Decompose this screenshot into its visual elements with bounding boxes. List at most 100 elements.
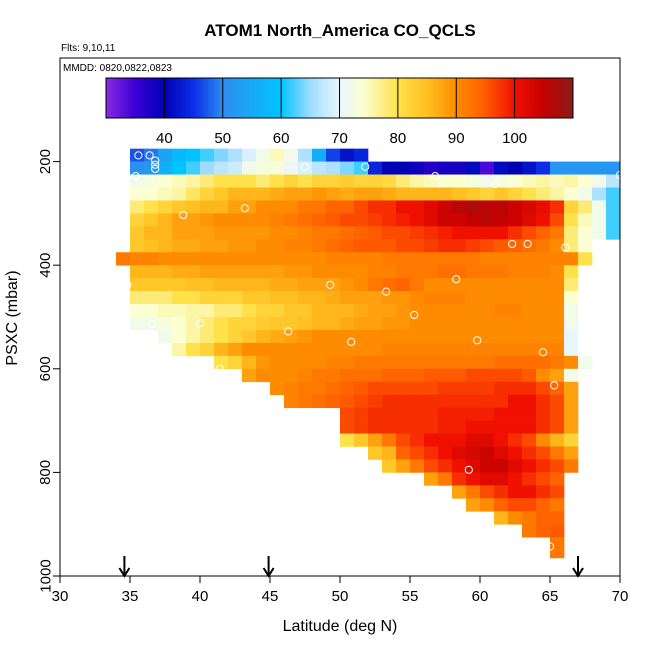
colorbar-segment xyxy=(429,78,434,118)
heatmap-cell-r1-c14 xyxy=(326,161,341,175)
colorbar-segment xyxy=(567,78,571,118)
heatmap-cell-r11-c24 xyxy=(466,291,481,305)
heatmap-cell-r27-c4 xyxy=(522,498,537,512)
heatmap-cell-r4-c25 xyxy=(480,200,495,214)
heatmap-cell-r2-c33 xyxy=(592,174,607,188)
heatmap-cell-r15-c20 xyxy=(452,342,467,357)
colorbar-segment xyxy=(494,78,498,118)
heatmap-cell-r7-c32 xyxy=(578,239,593,253)
heatmap-cell-r14-c5 xyxy=(228,329,243,344)
heatmap-cell-r2-c7 xyxy=(228,174,243,188)
colorbar-segment xyxy=(164,78,168,118)
heatmap-cell-r1-c10 xyxy=(270,161,285,175)
sample-point-19 xyxy=(382,287,391,296)
heatmap-cell-r1-c33 xyxy=(592,161,607,175)
colorbar-segment xyxy=(380,78,384,118)
sample-point-26 xyxy=(538,348,548,357)
heatmap-cell-r6-c4 xyxy=(186,226,201,240)
heatmap-cell-r2-c8 xyxy=(242,174,257,188)
flights-note: Flts: 9,10,11 xyxy=(61,43,116,54)
colorbar-segment xyxy=(403,78,408,118)
heatmap-cell-r6-c18 xyxy=(382,226,397,240)
heatmap-cell-r12-c25 xyxy=(480,304,495,318)
heatmap-cell-r0-c13 xyxy=(312,148,327,162)
heatmap-cell-r8-c19 xyxy=(382,252,397,266)
heatmap-cell-r9-c27 xyxy=(508,265,523,279)
heatmap-cell-r16-c17 xyxy=(452,355,467,370)
heatmap-cell-r0-c10 xyxy=(270,148,285,162)
heatmap-cell-r0-c14 xyxy=(326,148,341,162)
sample-point-13 xyxy=(508,239,517,249)
x-axis-label: Latitude (deg N) xyxy=(283,618,398,635)
heatmap-cell-r8-c22 xyxy=(424,252,439,266)
heatmap-cell-r0-c8 xyxy=(242,148,257,162)
heatmap-cell-r10-c25 xyxy=(480,278,495,292)
heatmap-cell-r8-c32 xyxy=(564,252,579,266)
colorbar-segment xyxy=(129,78,133,118)
heatmap-cell-r10-c24 xyxy=(466,278,481,292)
heatmap-cell-r20-c15 xyxy=(550,407,565,421)
heatmap-cell-r12-c17 xyxy=(368,304,383,318)
heatmap-cell-r0-c15 xyxy=(340,148,355,162)
colorbar-segment xyxy=(330,78,335,118)
sample-point-5 xyxy=(131,172,140,181)
heatmap-cell-r4-c14 xyxy=(326,200,341,214)
heatmap-cell-r4-c27 xyxy=(508,200,523,214)
heatmap-cell-r6-c9 xyxy=(256,226,271,240)
heatmap-cell-r22-c15 xyxy=(550,433,565,447)
colorbar-segment xyxy=(500,78,504,118)
colorbar-segment xyxy=(170,78,174,118)
heatmap-cell-r5-c32 xyxy=(578,213,593,227)
x-tick-label-5: 55 xyxy=(402,588,419,605)
heatmap-cell-r20-c0 xyxy=(340,407,355,421)
heatmap-cell-r10-c16 xyxy=(354,278,369,292)
heatmap-cell-r4-c2 xyxy=(158,200,173,214)
heatmap-cell-r20-c9 xyxy=(466,407,481,421)
colorbar-segment xyxy=(432,78,437,118)
heatmap-cell-r6-c12 xyxy=(298,226,313,240)
heatmap-cell-r4-c32 xyxy=(578,200,593,214)
heatmap-cell-r1-c24 xyxy=(466,161,481,175)
heatmap-cell-r10-c23 xyxy=(452,278,467,292)
heatmap-cell-r2-c10 xyxy=(270,174,285,188)
heatmap-cell-r10-c30 xyxy=(550,278,565,292)
heatmap-cell-r15-c15 xyxy=(382,342,397,357)
heatmap-cell-r26-c5 xyxy=(522,485,537,499)
heatmap-cell-r21-c0 xyxy=(340,420,355,434)
heatmap-cell-r16-c13 xyxy=(396,355,411,370)
heatmap-cell-r6-c14 xyxy=(326,226,341,240)
colorbar-segment xyxy=(219,78,224,118)
colorbar-segment xyxy=(473,78,478,118)
heatmap-cell-r9-c9 xyxy=(256,265,271,279)
colorbar-segment xyxy=(301,78,305,118)
heatmap-cell-r1-c28 xyxy=(522,161,537,175)
heatmap-cell-r22-c7 xyxy=(438,433,453,447)
colorbar-segment xyxy=(272,78,276,118)
heatmap-cell-r13-c19 xyxy=(396,317,411,331)
heatmap-cell-r11-c1 xyxy=(144,291,159,305)
heatmap-cell-r9-c18 xyxy=(382,265,397,279)
colorbar-segment xyxy=(345,78,349,118)
heatmap-cell-r4-c29 xyxy=(536,200,551,214)
heatmap-cell-r27-c2 xyxy=(494,498,509,512)
heatmap-cell-r24-c9 xyxy=(508,459,523,473)
colorbar-ticks: 40 50 60 70 80 90 100 xyxy=(156,78,527,147)
heatmap-cell-r11-c3 xyxy=(172,291,187,305)
sample-point-20 xyxy=(410,310,419,320)
colorbar-segment xyxy=(319,78,323,118)
heatmap-cell-r8-c9 xyxy=(242,252,257,266)
colorbar-segment xyxy=(123,78,127,118)
heatmap-cell-r18-c8 xyxy=(382,381,397,396)
heatmap-cell-r6-c24 xyxy=(466,226,481,240)
heatmap-cell-r13-c11 xyxy=(284,317,299,331)
heatmap-cell-r24-c2 xyxy=(410,459,425,473)
heatmap-cell-r7-c29 xyxy=(536,239,551,253)
heatmap-cell-r6-c30 xyxy=(550,226,565,240)
heatmap-cell-r1-c15 xyxy=(340,161,355,175)
colorbar-segment xyxy=(359,78,364,118)
heatmap-cell-r23-c6 xyxy=(452,446,467,460)
heatmap-cell-r11-c27 xyxy=(508,291,523,305)
heatmap-cell-r20-c7 xyxy=(438,407,453,421)
heatmap-cell-r18-c5 xyxy=(340,381,355,396)
heatmap-cell-r13-c16 xyxy=(354,317,369,331)
